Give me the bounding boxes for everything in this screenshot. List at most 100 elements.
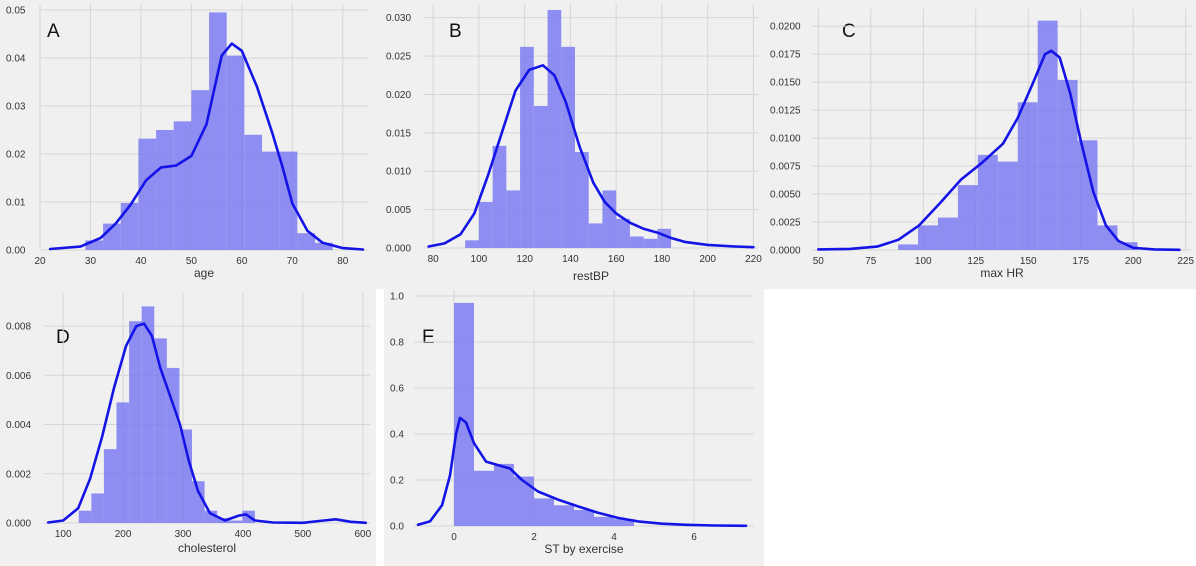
x-axis-label: age — [194, 266, 214, 280]
histogram-bar — [574, 152, 589, 248]
x-tick-label: 60 — [236, 256, 248, 267]
x-tick-label: 220 — [745, 254, 762, 265]
x-tick-label: 40 — [135, 256, 147, 267]
histogram-bar — [478, 201, 493, 248]
histogram-bar — [226, 55, 245, 250]
histogram-bar — [629, 236, 644, 248]
y-tick-label: 1.0 — [390, 292, 404, 303]
x-tick-label: 20 — [34, 256, 46, 267]
histogram-bar — [85, 240, 104, 250]
x-tick-label: 160 — [608, 254, 625, 265]
y-tick-label: 0.030 — [386, 13, 411, 24]
x-tick-label: 50 — [186, 256, 198, 267]
x-axis-label: cholesterol — [178, 541, 236, 555]
kde-curve — [48, 42, 365, 251]
y-tick-label: 0.4 — [390, 430, 404, 441]
histogram-bar — [229, 520, 243, 523]
y-tick-label: 0.03 — [6, 102, 26, 113]
x-tick-label: 75 — [865, 256, 877, 267]
kde-curve — [427, 64, 755, 249]
histogram-bar — [534, 498, 554, 526]
y-tick-label: 0.0175 — [770, 50, 801, 61]
y-tick-label: 0.00 — [6, 246, 26, 257]
histogram-bar — [91, 493, 104, 523]
x-tick-label: 180 — [654, 254, 671, 265]
histogram-bar — [191, 90, 210, 250]
x-tick-label: 4 — [611, 532, 617, 543]
kde-curve — [416, 416, 748, 528]
x-tick-label: 30 — [85, 256, 97, 267]
plot-svg: 0 2 4 6 0.0 0.2 0.4 0.6 0.8 1.0 ST by exercise — [390, 290, 754, 556]
histogram-bar — [561, 46, 575, 249]
histogram-bar — [474, 470, 494, 526]
y-tick-label: 0.006 — [6, 371, 31, 382]
histogram-bar — [1037, 20, 1058, 250]
x-tick-label: 200 — [1125, 256, 1142, 267]
histogram-bar — [173, 121, 192, 250]
y-tick-label: 0.04 — [6, 54, 26, 65]
x-tick-label: 100 — [471, 254, 488, 265]
histogram-bar — [514, 476, 534, 526]
panel-e-st-exercise-histogram: E 0 2 4 6 0.0 0.2 0.4 0.6 0.8 1.0 ST by exercise — [384, 289, 764, 566]
kde-curve — [46, 322, 368, 525]
plot-svg: 100 200 300 400 500 600 0.000 0.002 0.004 0.006 0.… — [6, 293, 372, 555]
y-tick-label: 0.0 — [390, 522, 404, 533]
histogram-bar — [156, 130, 174, 250]
histogram-bar — [209, 12, 227, 251]
x-tick-label: 6 — [691, 532, 697, 543]
plot-svg: 80 100 120 140 160 180 200 220 0.000 0.005 0.010 0.… — [386, 4, 762, 283]
x-tick-label: 70 — [287, 256, 299, 267]
x-axis-label: restBP — [573, 269, 609, 283]
y-tick-label: 0.0025 — [770, 218, 801, 229]
panel-letter: A — [47, 21, 60, 42]
histogram-bar — [977, 154, 998, 250]
histogram-bar — [594, 516, 614, 526]
histogram-bar — [154, 338, 167, 523]
y-tick-label: 0.0000 — [770, 246, 801, 257]
y-tick-label: 0.0050 — [770, 190, 801, 201]
histogram-bar — [129, 321, 142, 523]
x-tick-label: 0 — [451, 532, 457, 543]
x-tick-label: 100 — [915, 256, 932, 267]
histogram-bar — [297, 233, 316, 250]
x-tick-label: 140 — [562, 254, 579, 265]
histogram-bar — [957, 185, 978, 250]
histogram-bar — [997, 161, 1018, 250]
histogram-bar — [454, 302, 474, 526]
x-tick-label: 80 — [337, 256, 349, 267]
histogram-bar — [138, 138, 157, 250]
y-tick-label: 0.0075 — [770, 162, 801, 173]
y-tick-label: 0.2 — [390, 476, 404, 487]
x-tick-label: 2 — [531, 532, 537, 543]
x-tick-label: 200 — [699, 254, 716, 265]
y-tick-label: 0.010 — [386, 167, 411, 178]
histogram-bar — [120, 202, 139, 250]
histogram-bar — [103, 449, 117, 523]
y-tick-label: 0.0125 — [770, 106, 801, 117]
histogram-bar — [937, 217, 958, 250]
histogram-bar — [554, 505, 574, 526]
plot-svg: 20 30 40 50 60 70 80 0.00 0.01 0.02 0.03 0.04 0.05 ag… — [6, 4, 368, 280]
y-tick-label: 0.05 — [6, 6, 26, 17]
histogram-bar — [244, 134, 263, 250]
x-tick-label: 300 — [175, 529, 192, 540]
y-tick-label: 0.000 — [386, 244, 411, 255]
histogram-bar — [262, 151, 280, 250]
plot-svg: 50 75 100 125 150 175 200 225 0.0000 0.0025 0.0050… — [770, 9, 1194, 280]
panel-c-maxhr-histogram: C 50 75 100 125 150 175 200 225 0.0000 0.0025 0.00… — [764, 0, 1196, 289]
histogram-bar — [192, 481, 205, 523]
histogram-bar — [506, 190, 521, 248]
y-tick-label: 0.8 — [390, 338, 404, 349]
x-tick-label: 225 — [1177, 256, 1194, 267]
histogram-bar — [179, 429, 193, 523]
y-tick-label: 0.004 — [6, 420, 31, 431]
histogram-bar — [315, 242, 333, 250]
x-tick-label: 400 — [235, 529, 252, 540]
x-tick-label: 200 — [115, 529, 132, 540]
histogram-bar — [166, 367, 180, 523]
y-tick-label: 0.0150 — [770, 78, 801, 89]
y-tick-label: 0.0100 — [770, 134, 801, 145]
panel-letter: B — [449, 21, 462, 42]
y-tick-label: 0.6 — [390, 384, 404, 395]
histogram-bar — [494, 463, 514, 526]
